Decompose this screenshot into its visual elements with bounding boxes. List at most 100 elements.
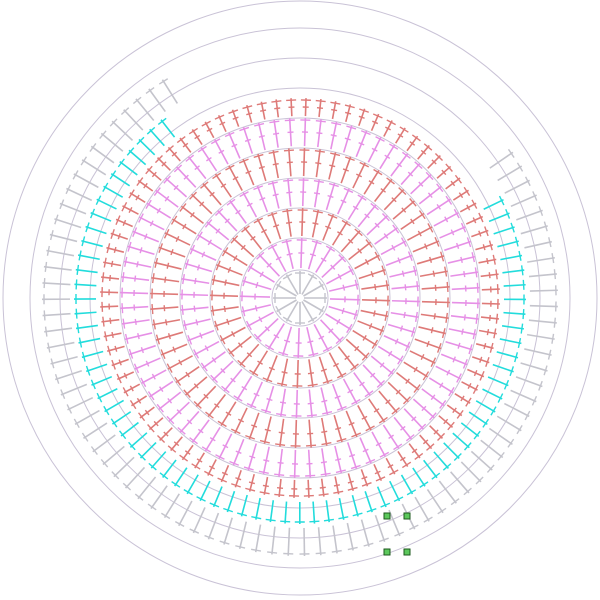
guide-circle bbox=[239, 237, 361, 359]
stitch-bar bbox=[423, 143, 433, 151]
stitch bbox=[192, 507, 206, 534]
stitch-bar bbox=[387, 350, 393, 357]
stitch-bar bbox=[371, 147, 378, 152]
stitch-bar bbox=[373, 408, 380, 413]
stitch-bar bbox=[179, 454, 189, 462]
stitch-bar bbox=[439, 251, 445, 262]
stitch bbox=[255, 497, 261, 520]
stitch-bar bbox=[418, 181, 424, 187]
stitch-bar bbox=[517, 337, 522, 349]
stitch-bar bbox=[404, 284, 407, 291]
stitch-bar bbox=[394, 338, 399, 345]
stitch-bar bbox=[333, 362, 339, 367]
stitch-bar bbox=[286, 191, 293, 194]
selection-handle[interactable] bbox=[383, 548, 391, 556]
stitch bbox=[85, 363, 108, 373]
stitch-bar bbox=[80, 156, 88, 166]
stitch-bar bbox=[548, 237, 552, 248]
stitch bbox=[81, 239, 103, 248]
stitch-bar bbox=[259, 271, 264, 278]
stitch bbox=[73, 173, 99, 189]
stitch-bar bbox=[366, 508, 377, 513]
stitch bbox=[414, 496, 430, 522]
stitch-bar bbox=[353, 309, 358, 320]
stitch-bar bbox=[273, 334, 280, 339]
stitch-bar bbox=[215, 454, 225, 460]
stitch-bar bbox=[113, 246, 117, 254]
stitch-bar bbox=[331, 108, 338, 112]
stitch-bar bbox=[229, 460, 240, 466]
stitch-bar bbox=[337, 231, 343, 236]
stitch-bar bbox=[166, 363, 173, 373]
stitch-bar bbox=[107, 345, 112, 356]
stitch bbox=[173, 467, 188, 487]
stitch-bar bbox=[450, 229, 455, 236]
stitch bbox=[161, 79, 179, 104]
stitch-bar bbox=[158, 386, 164, 392]
selection-handle[interactable] bbox=[403, 548, 411, 556]
selection-handle[interactable] bbox=[403, 512, 411, 520]
stitch-bar bbox=[182, 274, 186, 285]
stitch-bar bbox=[196, 458, 203, 463]
stitches bbox=[41, 78, 558, 556]
stitch bbox=[285, 274, 299, 295]
stitch-bar bbox=[258, 470, 269, 474]
stitch-bar bbox=[201, 446, 212, 453]
stitch bbox=[488, 427, 513, 446]
stitch-bar bbox=[139, 247, 143, 254]
stitch-bar bbox=[128, 441, 136, 451]
stitch bbox=[510, 194, 537, 208]
stitch-bar bbox=[101, 272, 105, 283]
stitch-bar bbox=[127, 241, 132, 252]
stitch-bar bbox=[452, 407, 457, 414]
stitch bbox=[452, 432, 470, 449]
stitch-bar bbox=[473, 370, 478, 377]
stitch-bar bbox=[148, 462, 157, 471]
stitch-bar bbox=[116, 373, 122, 384]
stitch bbox=[238, 521, 248, 550]
stitch-bar bbox=[151, 373, 156, 380]
stitch-bar bbox=[240, 244, 246, 251]
stitch-bar bbox=[253, 392, 260, 397]
stitch-bar bbox=[439, 382, 444, 389]
stitch-bar bbox=[135, 194, 140, 201]
stitch-bar bbox=[54, 373, 60, 384]
stitch-bar bbox=[418, 210, 426, 220]
stitch-bar bbox=[249, 369, 259, 377]
stitch bbox=[44, 327, 73, 333]
stitch bbox=[388, 509, 401, 537]
stitch bbox=[516, 209, 543, 221]
stitch-bar bbox=[282, 209, 293, 213]
stitch-bar bbox=[206, 127, 213, 132]
stitch-bar bbox=[117, 158, 125, 168]
stitch-bar bbox=[498, 195, 505, 206]
stitch-bar bbox=[46, 245, 50, 256]
stitch-bar bbox=[170, 215, 178, 225]
stitch-bar bbox=[510, 222, 515, 233]
stitch-bar bbox=[368, 323, 373, 330]
stitch-bar bbox=[379, 325, 385, 336]
stitch-bar bbox=[444, 266, 448, 277]
selection-handle[interactable] bbox=[383, 512, 391, 520]
stitch bbox=[492, 363, 514, 373]
stitch-bar bbox=[315, 162, 322, 165]
stitch-bar bbox=[414, 452, 424, 460]
stitch-bar bbox=[182, 142, 189, 148]
stitch-bar bbox=[431, 159, 437, 165]
stitch-bar bbox=[264, 326, 270, 332]
stitch-bar bbox=[410, 326, 416, 337]
stitch-bar bbox=[209, 191, 215, 197]
stitch-bar bbox=[348, 265, 355, 276]
stitch-bar bbox=[140, 347, 144, 354]
stitch bbox=[75, 324, 98, 330]
stitch-bar bbox=[207, 239, 213, 246]
stitch-bar bbox=[117, 233, 121, 240]
stitch-bar bbox=[361, 415, 368, 420]
stitch-bar bbox=[134, 493, 144, 501]
stitch-bar bbox=[78, 337, 83, 348]
guide-circle bbox=[209, 207, 391, 389]
stitch-bar bbox=[479, 370, 485, 381]
stitch-bar bbox=[204, 534, 215, 540]
stitch-bar bbox=[129, 399, 137, 410]
stitch-bar bbox=[399, 126, 409, 133]
